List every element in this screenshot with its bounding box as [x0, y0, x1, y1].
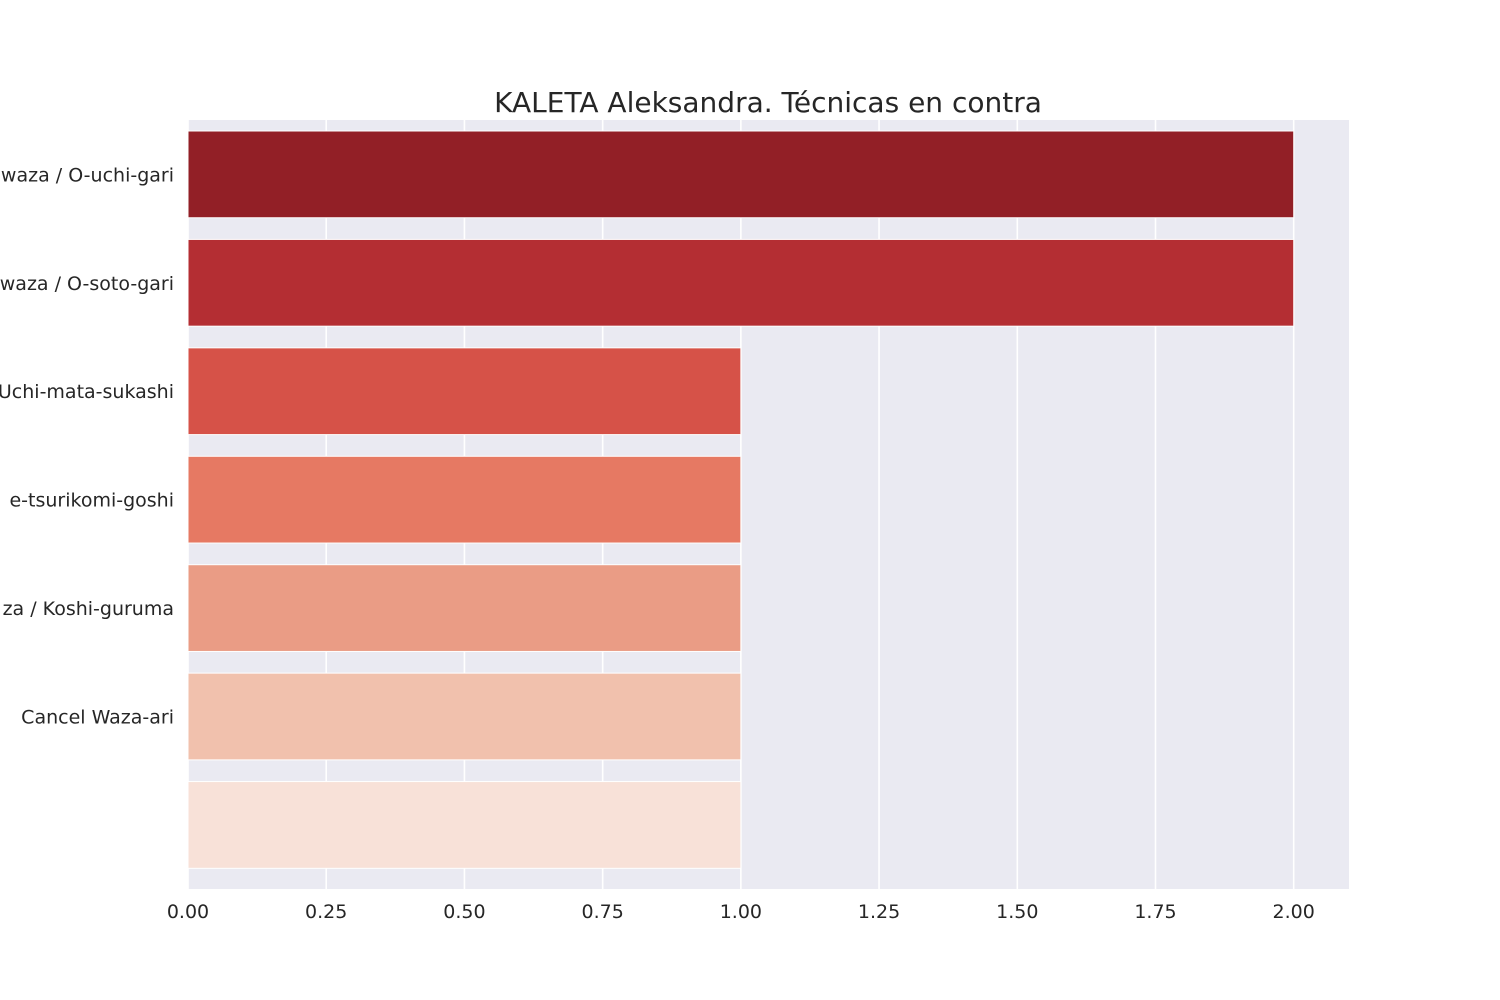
y-tick-label: za / Koshi-guruma [3, 598, 174, 620]
chart-title: KALETA Aleksandra. Técnicas en contra [494, 86, 1042, 119]
bar [187, 455, 742, 544]
x-tick-label: 2.00 [1273, 901, 1315, 923]
x-tick-label: 1.00 [720, 901, 762, 923]
bar [187, 672, 742, 761]
y-tick-label: Uchi-mata-sukashi [0, 381, 174, 403]
x-tick-label: 0.00 [167, 901, 209, 923]
bar [187, 347, 742, 436]
y-tick-labels: waza / O-uchi-gari waza / O-soto-gari Uchi… [0, 164, 174, 728]
y-tick-label: waza / O-soto-gari [0, 273, 174, 295]
bar [187, 781, 742, 869]
x-tick-label: 0.75 [581, 901, 623, 923]
bars [187, 130, 1295, 869]
x-tick-label: 1.75 [1134, 901, 1176, 923]
bar [187, 564, 742, 652]
x-tick-label: 0.25 [305, 901, 347, 923]
x-tick-label: 0.50 [443, 901, 485, 923]
bar [187, 130, 1295, 219]
x-tick-labels: 0.00 0.25 0.50 0.75 1.00 1.25 1.50 1.75 2.00 [167, 901, 1315, 923]
bar [187, 238, 1295, 327]
y-tick-label: waza / O-uchi-gari [1, 164, 174, 186]
x-tick-label: 1.50 [996, 901, 1038, 923]
y-tick-label: Cancel Waza-ari [21, 707, 174, 729]
y-tick-label: e-tsurikomi-goshi [9, 490, 174, 512]
x-tick-label: 1.25 [858, 901, 900, 923]
